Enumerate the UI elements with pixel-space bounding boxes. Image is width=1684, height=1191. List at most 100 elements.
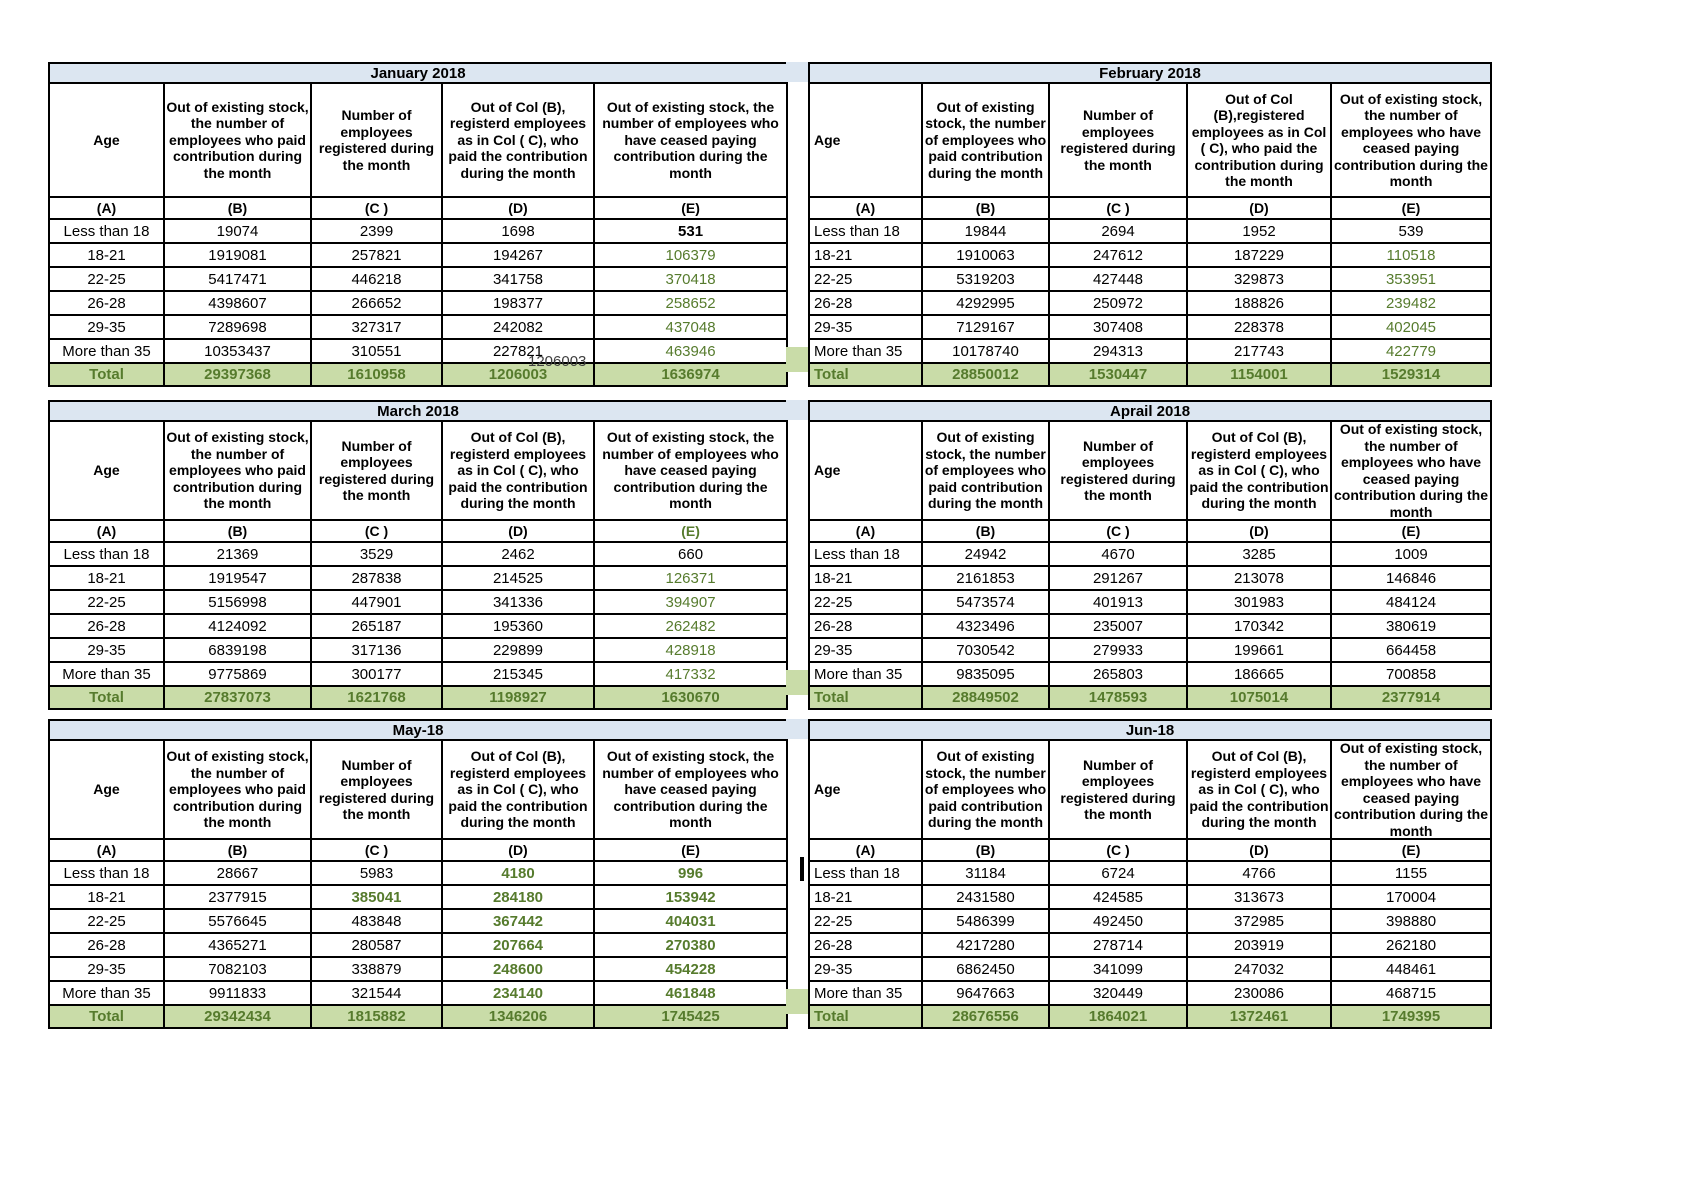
value-cell[interactable]: 660 — [592, 541, 789, 567]
value-cell[interactable]: 2462 — [441, 541, 595, 567]
value-cell[interactable]: 996 — [592, 860, 789, 886]
total-value-cell[interactable]: 1745425 — [592, 1004, 789, 1029]
value-cell[interactable]: 424585 — [1048, 884, 1188, 910]
value-cell[interactable]: 300177 — [310, 661, 443, 687]
value-cell[interactable]: 4766 — [1186, 860, 1332, 886]
age-header-cell[interactable]: Age — [48, 420, 165, 521]
age-cell[interactable]: 18-21 — [48, 242, 165, 268]
value-cell[interactable]: 126371 — [592, 565, 789, 591]
value-cell[interactable]: 186665 — [1186, 661, 1332, 687]
value-cell[interactable]: 280587 — [310, 932, 443, 958]
total-value-cell[interactable]: 1206003 — [441, 362, 595, 387]
age-cell[interactable]: More than 35 — [48, 980, 165, 1006]
total-value-cell[interactable]: 1630670 — [592, 685, 789, 710]
total-value-cell[interactable]: 1636974 — [592, 362, 789, 387]
value-cell[interactable]: 461848 — [592, 980, 789, 1006]
column-header-cell[interactable]: Out of existing stock, the number of emp… — [163, 82, 312, 198]
value-cell[interactable]: 284180 — [441, 884, 595, 910]
age-cell[interactable]: 22-25 — [48, 908, 165, 934]
col-label-cell[interactable]: (B) — [921, 519, 1050, 543]
value-cell[interactable]: 262482 — [592, 613, 789, 639]
total-value-cell[interactable]: 1198927 — [441, 685, 595, 710]
total-value-cell[interactable]: 1075014 — [1186, 685, 1332, 710]
value-cell[interactable]: 203919 — [1186, 932, 1332, 958]
value-cell[interactable]: 370418 — [592, 266, 789, 292]
table-title-cell[interactable]: Aprail 2018 — [807, 400, 1493, 422]
value-cell[interactable]: 1910063 — [921, 242, 1050, 268]
col-label-cell[interactable]: (E) — [1329, 519, 1493, 543]
value-cell[interactable]: 3285 — [1186, 541, 1332, 567]
value-cell[interactable]: 257821 — [310, 242, 443, 268]
value-cell[interactable]: 195360 — [441, 613, 595, 639]
table-title-cell[interactable]: March 2018 — [47, 400, 789, 422]
value-cell[interactable]: 294313 — [1048, 338, 1188, 364]
value-cell[interactable]: 483848 — [310, 908, 443, 934]
age-cell[interactable]: 29-35 — [48, 956, 165, 982]
column-header-cell[interactable]: Out of existing stock, the number of emp… — [921, 420, 1050, 521]
value-cell[interactable]: 4124092 — [163, 613, 312, 639]
value-cell[interactable]: 468715 — [1329, 980, 1493, 1006]
value-cell[interactable]: 372985 — [1186, 908, 1332, 934]
value-cell[interactable]: 24942 — [921, 541, 1050, 567]
value-cell[interactable]: 492450 — [1048, 908, 1188, 934]
value-cell[interactable]: 2161853 — [921, 565, 1050, 591]
age-cell[interactable]: 18-21 — [48, 565, 165, 591]
age-header-cell[interactable]: Age — [808, 420, 923, 521]
value-cell[interactable]: 188826 — [1186, 290, 1332, 316]
total-value-cell[interactable]: 1346206 — [441, 1004, 595, 1029]
column-header-cell[interactable]: Out of Col (B), registerd employees as i… — [1186, 739, 1332, 840]
value-cell[interactable]: 217743 — [1186, 338, 1332, 364]
value-cell[interactable]: 463946 — [592, 338, 789, 364]
table-title-cell[interactable]: January 2018 — [47, 62, 789, 84]
value-cell[interactable]: 367442 — [441, 908, 595, 934]
col-label-cell[interactable]: (E) — [592, 838, 789, 862]
value-cell[interactable]: 321544 — [310, 980, 443, 1006]
value-cell[interactable]: 454228 — [592, 956, 789, 982]
value-cell[interactable]: 194267 — [441, 242, 595, 268]
value-cell[interactable]: 446218 — [310, 266, 443, 292]
value-cell[interactable]: 5473574 — [921, 589, 1050, 615]
column-header-cell[interactable]: Out of Col (B), registerd employees as i… — [1186, 420, 1332, 521]
value-cell[interactable]: 6724 — [1048, 860, 1188, 886]
age-cell[interactable]: More than 35 — [48, 661, 165, 687]
value-cell[interactable]: 310551 — [310, 338, 443, 364]
col-label-cell[interactable]: (E) — [1329, 838, 1493, 862]
value-cell[interactable]: 215345 — [441, 661, 595, 687]
total-value-cell[interactable]: 1610958 — [310, 362, 443, 387]
value-cell[interactable]: 270380 — [592, 932, 789, 958]
col-label-cell[interactable]: (A) — [808, 838, 923, 862]
value-cell[interactable]: 247612 — [1048, 242, 1188, 268]
value-cell[interactable]: 317136 — [310, 637, 443, 663]
column-header-cell[interactable]: Out of existing stock, the number of emp… — [163, 420, 312, 521]
value-cell[interactable]: 320449 — [1048, 980, 1188, 1006]
value-cell[interactable]: 287838 — [310, 565, 443, 591]
age-cell[interactable]: 29-35 — [808, 637, 923, 663]
value-cell[interactable]: 229899 — [441, 637, 595, 663]
total-label-cell[interactable]: Total — [48, 1004, 165, 1029]
age-cell[interactable]: 18-21 — [808, 242, 923, 268]
col-label-cell[interactable]: (C ) — [310, 196, 443, 220]
col-label-cell[interactable]: (A) — [48, 519, 165, 543]
value-cell[interactable]: 539 — [1330, 218, 1492, 244]
column-header-cell[interactable]: Number of employees registered during th… — [1048, 82, 1188, 198]
value-cell[interactable]: 19074 — [163, 218, 312, 244]
value-cell[interactable]: 1952 — [1186, 218, 1332, 244]
total-value-cell[interactable]: 28850012 — [921, 362, 1050, 387]
col-label-cell[interactable]: (D) — [1186, 838, 1332, 862]
total-value-cell[interactable]: 1372461 — [1186, 1004, 1332, 1029]
value-cell[interactable]: 341336 — [441, 589, 595, 615]
value-cell[interactable]: 1698 — [441, 218, 595, 244]
total-value-cell[interactable]: 1529314 — [1330, 362, 1492, 387]
value-cell[interactable]: 313673 — [1186, 884, 1332, 910]
total-label-cell[interactable]: Total — [48, 362, 165, 387]
value-cell[interactable]: 341758 — [441, 266, 595, 292]
value-cell[interactable]: 5156998 — [163, 589, 312, 615]
column-header-cell[interactable]: Out of existing stock, the number of emp… — [1329, 739, 1493, 840]
value-cell[interactable]: 213078 — [1186, 565, 1332, 591]
col-label-cell[interactable]: (C ) — [1048, 196, 1188, 220]
value-cell[interactable]: 401913 — [1048, 589, 1188, 615]
value-cell[interactable]: 341099 — [1048, 956, 1188, 982]
value-cell[interactable]: 248600 — [441, 956, 595, 982]
value-cell[interactable]: 7082103 — [163, 956, 312, 982]
value-cell[interactable]: 327317 — [310, 314, 443, 340]
